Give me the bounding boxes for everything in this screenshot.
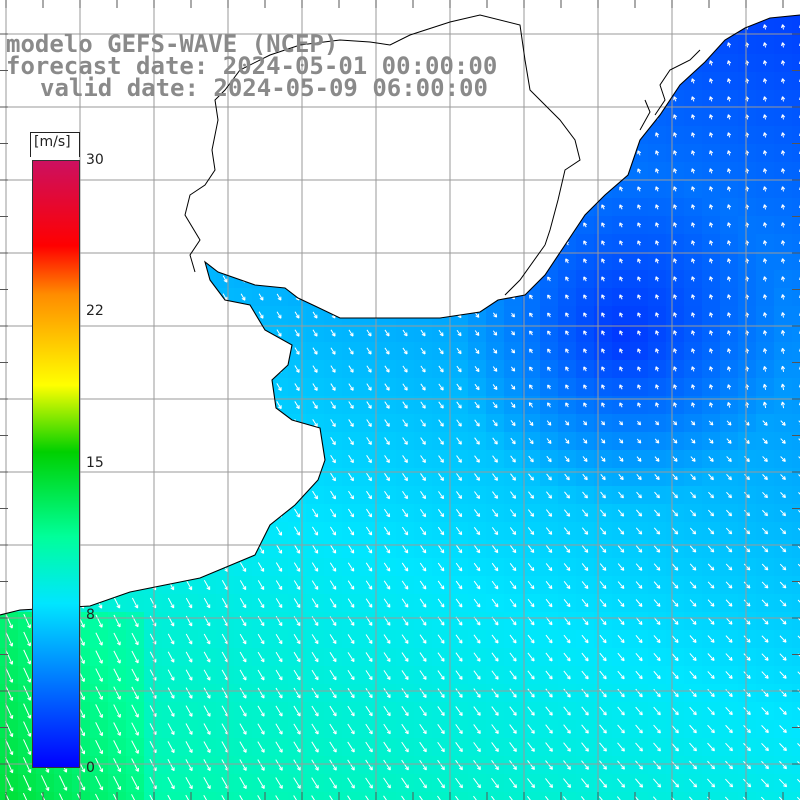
colorbar-unit-frame bbox=[30, 132, 80, 157]
colorbar-tick-30: 30 bbox=[86, 152, 104, 168]
model-title: modelo GEFS-WAVE (NCEP) bbox=[6, 30, 339, 58]
colorbar-tick-8: 8 bbox=[86, 607, 95, 623]
valid-date: valid date: 2024-05-09 06:00:00 bbox=[40, 74, 488, 102]
coastline bbox=[0, 14, 800, 616]
border-line bbox=[184, 14, 581, 273]
colorbar-tick-22: 22 bbox=[86, 303, 104, 319]
colorbar-tick-15: 15 bbox=[86, 455, 104, 471]
lagoon-line bbox=[639, 49, 701, 131]
forecast-date: forecast date: 2024-05-01 00:00:00 bbox=[6, 52, 498, 80]
colorbar-tick-0: 0 bbox=[86, 760, 95, 776]
colorbar-unit: [m/s] bbox=[34, 134, 71, 150]
river-line bbox=[504, 244, 546, 296]
colorbar bbox=[32, 160, 80, 768]
